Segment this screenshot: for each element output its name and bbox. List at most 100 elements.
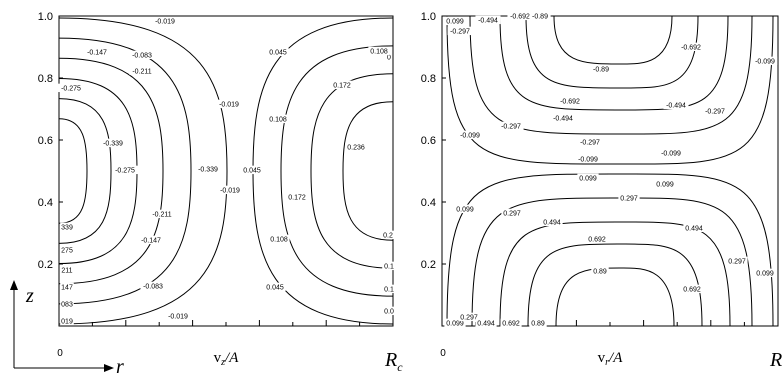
contour-label: -0.494 [553, 115, 573, 122]
top-edge-label-bg [447, 26, 473, 36]
contour-label: -0.692 [560, 98, 580, 105]
bottom-edge-label-bg [458, 312, 480, 322]
bottom-edge-label-group: 0.297 [458, 312, 480, 322]
left-edge-label-group: 147 [60, 282, 74, 291]
contour-label: 0.236 [347, 144, 365, 151]
contour-label: -0.275 [115, 167, 135, 174]
contour-label: 0.494 [543, 219, 561, 226]
contour-line-negative [446, 15, 774, 165]
contour-label-bg [702, 106, 728, 116]
left-edge-label-bg [60, 245, 74, 255]
y-tick-label: 0.4 [421, 197, 436, 209]
y-tick-label: 0.6 [421, 135, 436, 147]
contour-label-group: 0.045 [267, 47, 289, 56]
top-edge-label-group: -0.494 [475, 15, 501, 24]
contour-label-bg [498, 121, 524, 131]
contour-label: -0.211 [152, 211, 171, 218]
contour-line-positive [252, 17, 394, 325]
contour-label-group: 0.045 [241, 165, 263, 175]
contour-line-negative [525, 15, 699, 89]
contour-line-negative [58, 57, 164, 285]
contour-label-group: -0.339 [195, 164, 221, 174]
contour-label-group: -0.339 [100, 138, 126, 147]
bottom-edge-label-bg [444, 318, 466, 328]
bottom-edge-label-group: 0.099 [444, 318, 466, 328]
contour-label-group: -0.099 [752, 56, 778, 65]
right-edge-label-bg [381, 230, 395, 240]
contour-label: -0.275 [61, 85, 81, 92]
right-edge-label: 0.2 [383, 232, 393, 239]
y-tick-label: 0.8 [421, 73, 436, 85]
right-edge-label-group: 0 [386, 52, 392, 61]
contour-panel-2: 1.00.80.60.40.20 vr/A R-0.099-0.099-0.099-… [421, 11, 782, 371]
contour-label-bg [454, 204, 476, 214]
contour-label-group: -0.147 [84, 47, 110, 56]
y-tick-label: 0.2 [421, 259, 436, 271]
contour-line-negative [469, 15, 753, 135]
right-edge-label: 0.1 [384, 286, 394, 293]
r-axis-indicator-label: r [116, 356, 124, 374]
top-edge-label-group: -0.692 [507, 11, 533, 21]
contour-label-bg [681, 284, 703, 294]
contour-label: -0.147 [87, 49, 107, 56]
contour-panel-1: 1.0 0.8 0.6 0.4 0.2 0 vz/A Rc -0.019 -0.083 -0.147… [38, 11, 404, 374]
top-edge-label-bg [529, 11, 551, 21]
contour-label-group: -0.211 [129, 66, 155, 75]
contour-label-bg [678, 42, 704, 52]
contour-label-group: 0.099 [577, 173, 599, 182]
contour-label: -0.297 [580, 139, 600, 146]
contour-label: -0.297 [501, 123, 521, 130]
right-edge-label-bg [382, 261, 396, 271]
contour-label: -0.099 [578, 156, 598, 163]
contour-label: -0.099 [460, 132, 480, 139]
contour-label-group: 0.099 [754, 268, 776, 277]
contour-label-bg [575, 154, 601, 164]
contour-label: 0.099 [456, 206, 474, 213]
contour-label-group: -0.211 [149, 209, 175, 218]
right-edge-label-bg [368, 46, 390, 56]
y-tick-label: 0.8 [38, 73, 53, 85]
contour-label: -0.339 [198, 166, 218, 173]
bottom-edge-label: 0.297 [460, 314, 478, 321]
contour-label-group: -0.099 [575, 154, 601, 164]
right-edge-label: 0.0 [384, 308, 394, 315]
x-end-label-main: R [384, 349, 397, 371]
contour-label-bg [216, 99, 242, 109]
bottom-edge-label: 0.099 [446, 320, 464, 327]
contour-line-negative [58, 118, 88, 224]
top-edge-label-bg [507, 11, 533, 21]
contour-label-group: -0.019 [165, 311, 191, 320]
contour-labels: -0.019 -0.083 -0.147 -0.211 -0.275 -0.339 -0.0… [58, 16, 396, 325]
contour-label-group: -0.083 [129, 50, 155, 59]
contour-label: 0.099 [656, 181, 674, 188]
y-tick-label: 0.4 [38, 197, 53, 209]
bottom-edge-label-bg [529, 318, 547, 328]
contour-label: 0.172 [333, 82, 351, 89]
left-edge-label-group: 339 [60, 222, 74, 231]
contour-label-group: 0.108 [268, 234, 290, 243]
left-edge-label-group: 083 [60, 299, 74, 308]
x-start-label: 0 [440, 348, 446, 359]
contour-label-group: -0.275 [58, 83, 84, 92]
y-tick-label: 1.0 [421, 11, 436, 23]
contour-label-bg [658, 148, 684, 158]
x-start-label: 0 [57, 348, 63, 359]
contour-label-bg [264, 282, 286, 292]
x-end-label-sub: c [397, 360, 403, 374]
top-edge-label-group: 0.099 [444, 16, 466, 26]
right-edge-label-group: 0.2 [381, 230, 395, 240]
contour-label-bg [345, 142, 367, 152]
contour-label-bg [195, 164, 221, 174]
bottom-edge-label-group: 0.692 [500, 318, 522, 327]
x-axis-label-suffix: /A [224, 350, 239, 366]
left-edge-label: 211 [61, 267, 72, 274]
contour-label: 0.108 [270, 236, 288, 243]
contour-label-group: -0.099 [457, 130, 483, 139]
top-edge-label-bg [444, 16, 466, 26]
bottom-edge-label: 0.89 [531, 320, 545, 327]
contour-label-group: -0.297 [577, 137, 603, 146]
contour-label-bg [140, 281, 166, 291]
contour-line-negative [58, 98, 112, 244]
contour-label-bg [241, 165, 263, 175]
